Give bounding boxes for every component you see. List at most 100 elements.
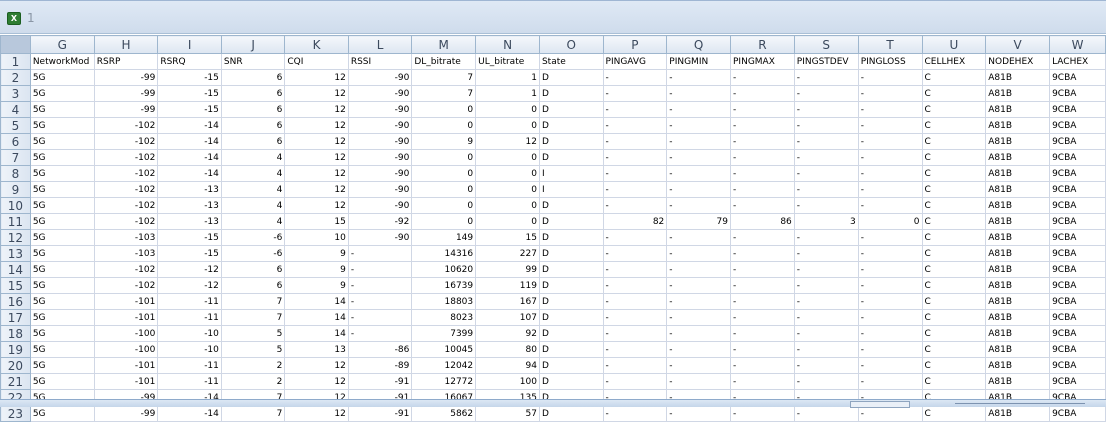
cell-L10[interactable]: -90	[347, 197, 413, 214]
cell-N14[interactable]: 99	[475, 261, 540, 278]
cell-R13[interactable]: -	[730, 245, 795, 262]
cell-P19[interactable]: -	[602, 341, 668, 358]
cell-M11[interactable]: 0	[411, 213, 477, 230]
cell-K12[interactable]: 10	[284, 229, 349, 246]
cell-U7[interactable]: C	[921, 149, 987, 166]
cell-U8[interactable]: C	[921, 165, 987, 182]
cell-M6[interactable]: 9	[411, 133, 477, 150]
cell-G21[interactable]: 5G	[29, 373, 95, 390]
cell-R19[interactable]: -	[730, 341, 795, 358]
cell-O19[interactable]: D	[538, 341, 604, 358]
cell-G2[interactable]: 5G	[29, 69, 95, 86]
cell-U12[interactable]: C	[921, 229, 987, 246]
row-header[interactable]: 2	[0, 69, 31, 86]
cell-I23[interactable]: -14	[157, 405, 222, 422]
cell-O13[interactable]: D	[538, 245, 604, 262]
cell-L11[interactable]: -92	[347, 213, 413, 230]
cell-S8[interactable]: -	[793, 165, 859, 182]
cell-S18[interactable]: -	[793, 325, 859, 342]
column-header-Q[interactable]: Q	[666, 35, 731, 54]
cell-S5[interactable]: -	[793, 117, 859, 134]
cell-R7[interactable]: -	[730, 149, 795, 166]
cell-G6[interactable]: 5G	[29, 133, 95, 150]
cell-H8[interactable]: -102	[93, 165, 159, 182]
cell-W16[interactable]: 9CBA	[1049, 293, 1106, 310]
cell-W8[interactable]: 9CBA	[1049, 165, 1106, 182]
cell-S20[interactable]: -	[793, 357, 859, 374]
cell-T19[interactable]: -	[857, 341, 923, 358]
cell-I20[interactable]: -11	[157, 357, 222, 374]
cell-W11[interactable]: 9CBA	[1049, 213, 1106, 230]
cell-J6[interactable]: 6	[220, 133, 286, 150]
cell-L19[interactable]: -86	[347, 341, 413, 358]
cell-R18[interactable]: -	[730, 325, 795, 342]
cell-I14[interactable]: -12	[157, 261, 222, 278]
row-header[interactable]: 23	[0, 405, 31, 422]
cell-J4[interactable]: 6	[220, 101, 286, 118]
cell-L16[interactable]: -	[347, 293, 413, 310]
cell-N8[interactable]: 0	[475, 165, 540, 182]
cell-U1[interactable]: CELLHEX	[921, 53, 987, 70]
cell-J7[interactable]: 4	[220, 149, 286, 166]
cell-O8[interactable]: I	[538, 165, 604, 182]
cell-P17[interactable]: -	[602, 309, 668, 326]
cell-P12[interactable]: -	[602, 229, 668, 246]
row-header[interactable]: 3	[0, 85, 31, 102]
cell-O23[interactable]: D	[538, 405, 604, 422]
cell-N18[interactable]: 92	[475, 325, 540, 342]
cell-J17[interactable]: 7	[220, 309, 286, 326]
cell-U10[interactable]: C	[921, 197, 987, 214]
cell-I1[interactable]: RSRQ	[157, 53, 222, 70]
cell-P14[interactable]: -	[602, 261, 668, 278]
cell-W5[interactable]: 9CBA	[1049, 117, 1106, 134]
cell-G23[interactable]: 5G	[29, 405, 95, 422]
cell-W10[interactable]: 9CBA	[1049, 197, 1106, 214]
cell-T1[interactable]: PINGLOSS	[857, 53, 923, 70]
cell-V10[interactable]: A81B	[985, 197, 1051, 214]
cell-J19[interactable]: 5	[220, 341, 286, 358]
cell-K4[interactable]: 12	[284, 101, 349, 118]
row-header[interactable]: 20	[0, 357, 31, 374]
cell-V3[interactable]: A81B	[985, 85, 1051, 102]
column-header-I[interactable]: I	[157, 35, 222, 54]
cell-L5[interactable]: -90	[347, 117, 413, 134]
cell-H6[interactable]: -102	[93, 133, 159, 150]
cell-W9[interactable]: 9CBA	[1049, 181, 1106, 198]
cell-U5[interactable]: C	[921, 117, 987, 134]
cell-O4[interactable]: D	[538, 101, 604, 118]
column-header-U[interactable]: U	[921, 35, 987, 54]
select-all-button[interactable]	[0, 35, 31, 54]
cell-I17[interactable]: -11	[157, 309, 222, 326]
cell-H14[interactable]: -102	[93, 261, 159, 278]
column-header-N[interactable]: N	[475, 35, 540, 54]
cell-O21[interactable]: D	[538, 373, 604, 390]
cell-M17[interactable]: 8023	[411, 309, 477, 326]
cell-O6[interactable]: D	[538, 133, 604, 150]
cell-J23[interactable]: 7	[220, 405, 286, 422]
cell-T5[interactable]: -	[857, 117, 923, 134]
cell-K8[interactable]: 12	[284, 165, 349, 182]
cell-U4[interactable]: C	[921, 101, 987, 118]
cell-V17[interactable]: A81B	[985, 309, 1051, 326]
cell-H11[interactable]: -102	[93, 213, 159, 230]
cell-V8[interactable]: A81B	[985, 165, 1051, 182]
cell-K1[interactable]: CQI	[284, 53, 349, 70]
cell-Q11[interactable]: 79	[666, 213, 731, 230]
cell-U17[interactable]: C	[921, 309, 987, 326]
cell-M9[interactable]: 0	[411, 181, 477, 198]
cell-V21[interactable]: A81B	[985, 373, 1051, 390]
cell-J10[interactable]: 4	[220, 197, 286, 214]
cell-K11[interactable]: 15	[284, 213, 349, 230]
cell-V18[interactable]: A81B	[985, 325, 1051, 342]
cell-T3[interactable]: -	[857, 85, 923, 102]
cell-H17[interactable]: -101	[93, 309, 159, 326]
cell-S15[interactable]: -	[793, 277, 859, 294]
cell-S13[interactable]: -	[793, 245, 859, 262]
cell-T10[interactable]: -	[857, 197, 923, 214]
cell-U18[interactable]: C	[921, 325, 987, 342]
cell-P2[interactable]: -	[602, 69, 668, 86]
cell-K17[interactable]: 14	[284, 309, 349, 326]
cell-R15[interactable]: -	[730, 277, 795, 294]
cell-Q9[interactable]: -	[666, 181, 731, 198]
